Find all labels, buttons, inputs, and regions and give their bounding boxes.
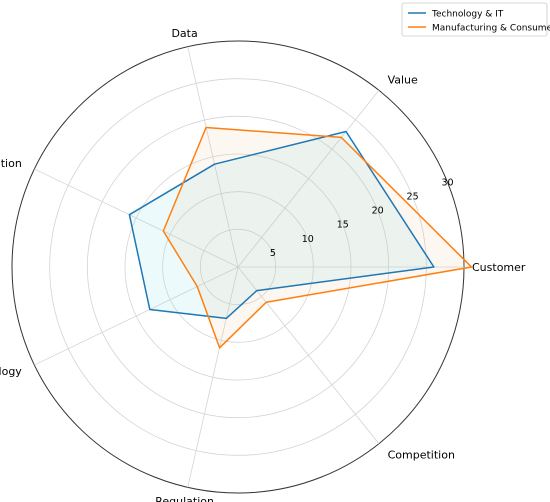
spoke-innovation (34, 168, 239, 268)
tick-label-30: 30 (441, 177, 453, 188)
series-fill-1 (129, 131, 434, 319)
spoke-value (237, 90, 380, 268)
axis-labels: Customer Value Data Innovation Technology Reg… (0, 27, 526, 502)
tick-label-20: 20 (372, 206, 384, 217)
legend-label-1: Technology & IT (431, 10, 504, 20)
spoke-data (187, 46, 239, 268)
series-fill-2 (163, 127, 472, 348)
tick-label-10: 10 (302, 234, 314, 245)
axis-label-value: Value (388, 73, 418, 86)
series-line-1 (128, 130, 435, 320)
axis-label-technology: Technology (0, 365, 22, 378)
axis-label-competition: Competition (388, 449, 455, 462)
tick-label-5: 5 (270, 248, 276, 259)
spoke-technology (34, 266, 239, 366)
legend-label-2: Manufacturing & Consumer (432, 24, 550, 34)
axis-label-customer: Customer (472, 261, 526, 274)
axis-label-innovation: Innovation (0, 157, 22, 170)
spoke-regulation (187, 266, 239, 488)
tick-label-25: 25 (407, 191, 419, 202)
tick-label-15: 15 (337, 220, 349, 231)
radial-ticks: 5 10 15 20 25 30 (270, 177, 454, 259)
legend-frame (401, 2, 548, 37)
spoke-competition (237, 266, 380, 444)
grid (11, 40, 465, 494)
axis-label-data: Data (171, 27, 197, 40)
legend: Technology & IT Manufacturing & Consumer (401, 2, 550, 37)
axis-label-regulation: Regulation (155, 495, 214, 502)
series-line-2 (162, 126, 473, 349)
series-layer (128, 126, 473, 349)
